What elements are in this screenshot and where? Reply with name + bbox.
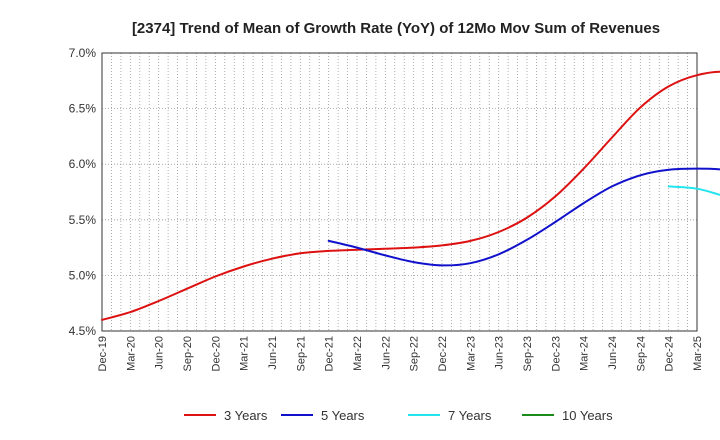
legend-label-5-years: 5 Years — [321, 408, 365, 423]
series-line-5-years — [327, 167, 720, 267]
y-tick-label: 6.0% — [69, 157, 97, 171]
series-line-7-years — [667, 185, 720, 196]
x-axis-ticks: Dec-19 Mar-20 Jun-20 Sep-20 Dec-20 Mar-21 Jun-… — [97, 336, 704, 371]
legend-label-10-years: 10 Years — [562, 408, 613, 423]
x-tick-label: Mar-20 — [125, 336, 137, 371]
x-tick-label: Jun-20 — [154, 336, 166, 370]
y-tick-label: 6.5% — [69, 102, 97, 116]
x-tick-label: Sep-24 — [635, 336, 647, 371]
x-tick-label: Mar-24 — [579, 336, 591, 371]
plot-area-border — [101, 52, 698, 332]
x-tick-label: Mar-23 — [465, 336, 477, 371]
series-lines — [101, 70, 720, 321]
y-tick-label: 4.5% — [69, 324, 97, 338]
y-tick-label: 7.0% — [69, 46, 97, 60]
x-tick-label: Sep-23 — [522, 336, 534, 371]
x-tick-label: Dec-23 — [550, 336, 562, 371]
legend-label-3-years: 3 Years — [224, 408, 268, 423]
x-tick-label: Jun-21 — [267, 336, 279, 370]
chart-title: [2374] Trend of Mean of Growth Rate (YoY… — [132, 20, 660, 37]
x-tick-label: Jun-23 — [494, 336, 506, 370]
legend-label-7-years: 7 Years — [448, 408, 492, 423]
x-tick-label: Mar-22 — [352, 336, 364, 371]
x-tick-label: Mar-21 — [239, 336, 251, 371]
x-tick-label: Dec-19 — [97, 336, 109, 371]
series-line-3-years — [101, 70, 720, 321]
x-tick-label: Dec-22 — [437, 336, 449, 371]
y-axis-ticks: 4.5% 5.0% 5.5% 6.0% 6.5% 7.0% — [69, 46, 97, 338]
x-tick-label: Mar-25 — [692, 336, 704, 371]
x-tick-label: Sep-22 — [409, 336, 421, 371]
grid — [102, 53, 697, 331]
x-tick-label: Sep-20 — [182, 336, 194, 371]
legend: 3 Years 5 Years 7 Years 10 Years — [184, 408, 613, 423]
x-tick-label: Sep-21 — [295, 336, 307, 371]
y-tick-label: 5.0% — [69, 268, 97, 282]
x-tick-label: Dec-20 — [210, 336, 222, 371]
y-tick-label: 5.5% — [69, 213, 97, 227]
x-tick-label: Jun-22 — [380, 336, 392, 370]
x-tick-label: Dec-24 — [664, 336, 676, 371]
x-tick-label: Jun-24 — [607, 336, 619, 370]
x-tick-label: Dec-21 — [324, 336, 336, 371]
